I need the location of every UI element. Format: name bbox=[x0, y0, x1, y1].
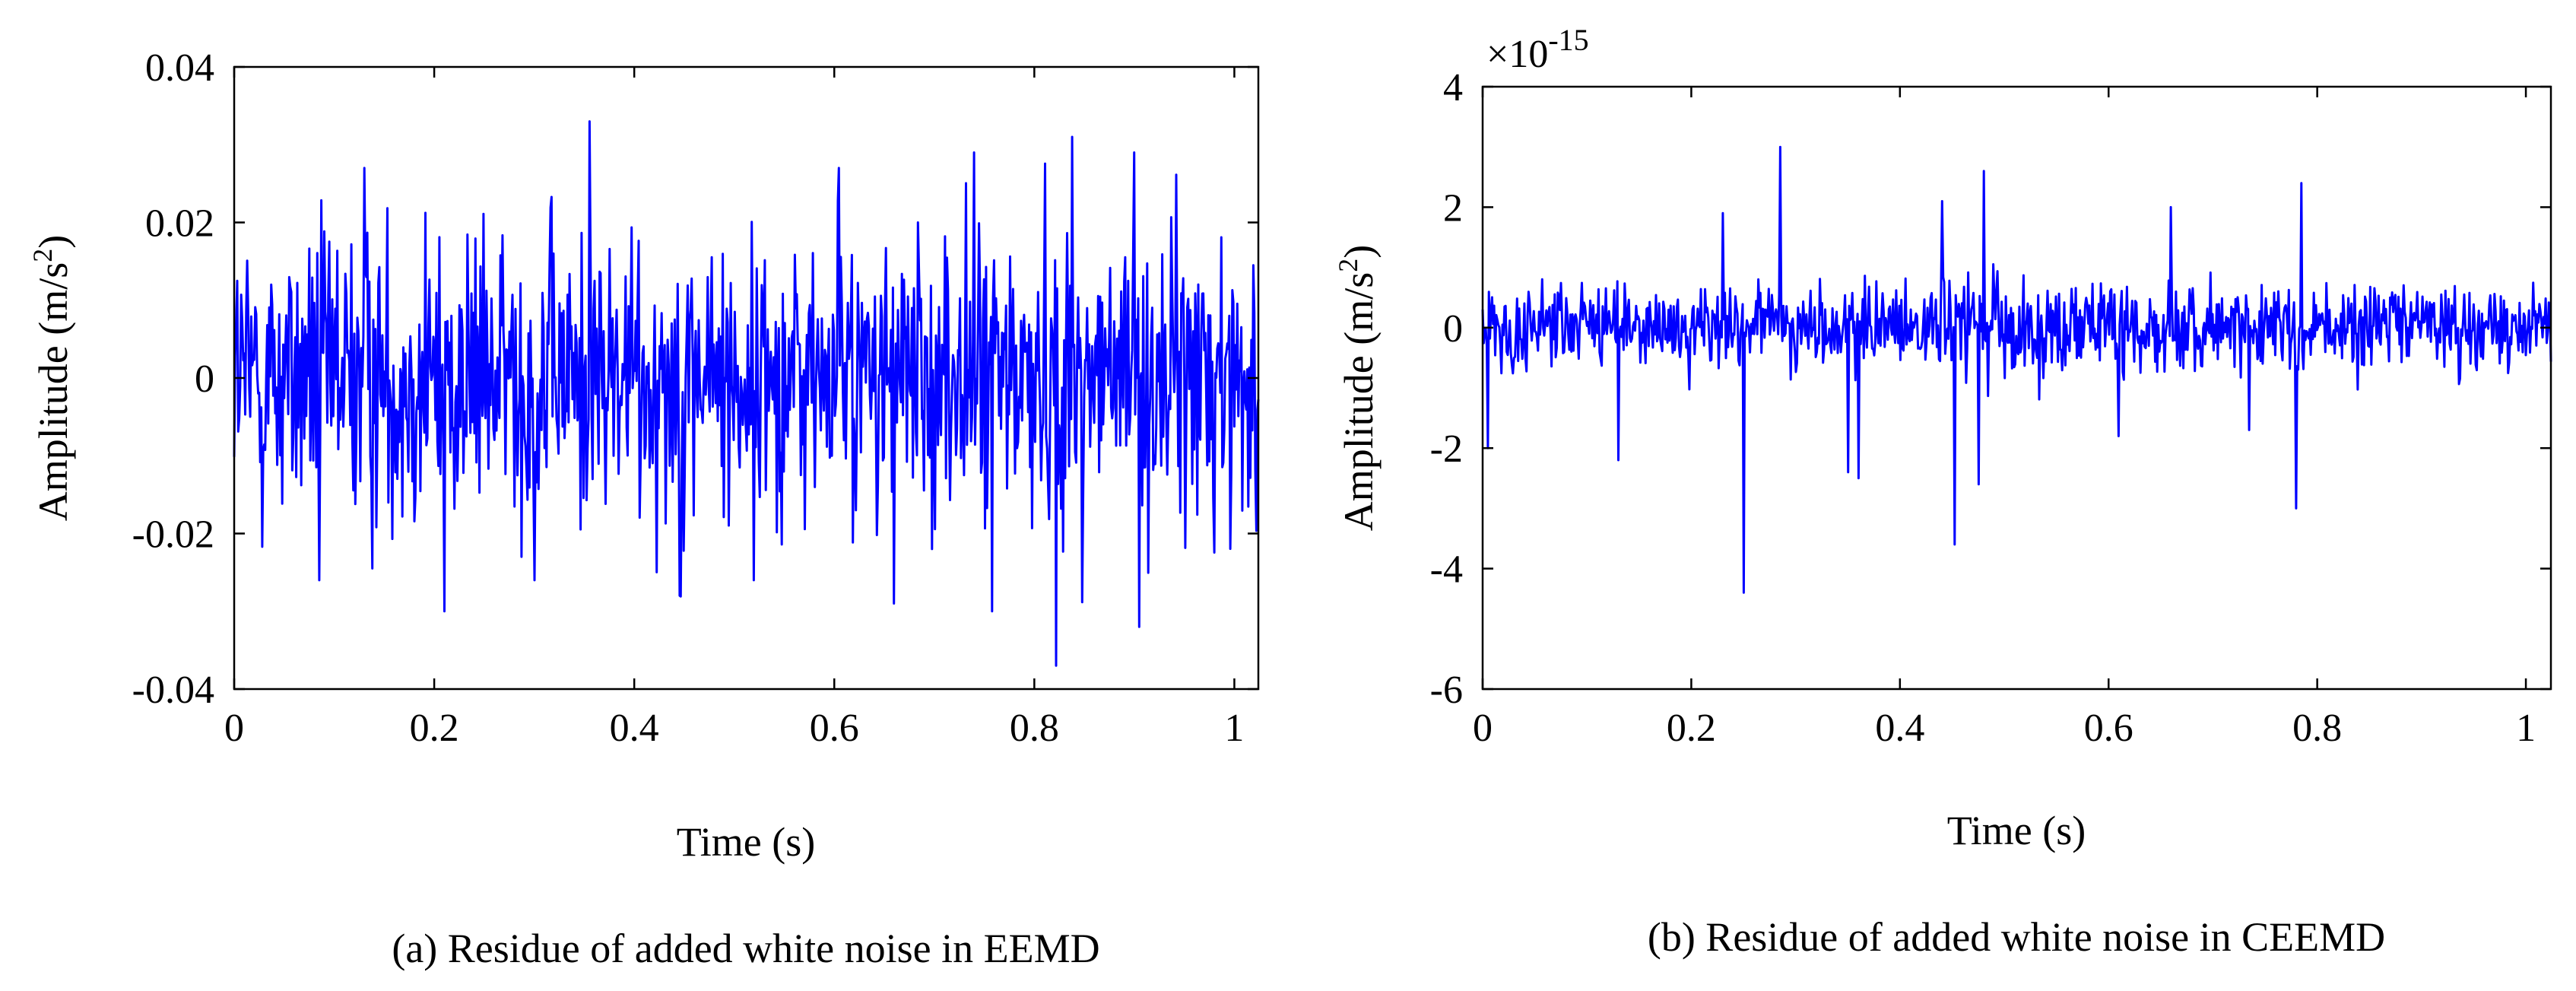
exponent-label-b: ×10-15 bbox=[1486, 23, 1589, 77]
x-tick-label-b: 0 bbox=[1473, 707, 1493, 750]
y-tick-label-b: -6 bbox=[1430, 669, 1463, 712]
x-tick-label-a: 0.4 bbox=[610, 707, 659, 750]
y-tick-label-b: 2 bbox=[1443, 186, 1463, 230]
y-tick-label-b: 0 bbox=[1443, 307, 1463, 351]
x-tick-label-b: 0.2 bbox=[1667, 707, 1716, 750]
x-tick-label-b: 0.4 bbox=[1875, 707, 1924, 750]
ticks-b: 0 0.2 0.4 0.6 0.8 1 -6 -4 -2 0 2 4 bbox=[1430, 66, 2551, 750]
y-axis-label-b: Amplitude (m/s2) bbox=[1333, 245, 1382, 531]
y-tick-label-a: -0.02 bbox=[132, 513, 214, 557]
x-tick-label-a: 0 bbox=[224, 707, 244, 750]
y-tick-label-b: 4 bbox=[1443, 66, 1463, 110]
y-tick-label-b: -4 bbox=[1430, 548, 1463, 592]
y-tick-label-a: 0.04 bbox=[145, 46, 214, 90]
axes-frame-b bbox=[1481, 85, 2552, 691]
x-tick-label-b: 1 bbox=[2516, 707, 2536, 750]
series-line-a bbox=[233, 120, 1260, 667]
y-tick-label-a: 0 bbox=[195, 357, 214, 401]
x-axis-label-b: Time (s) bbox=[1947, 808, 2086, 853]
series-line-b bbox=[1481, 145, 2552, 594]
y-axis-label-a: Amplitude (m/s2) bbox=[27, 235, 76, 521]
caption-b: (b) Residue of added white noise in CEEM… bbox=[1648, 914, 2385, 960]
x-tick-label-a: 0.2 bbox=[410, 707, 459, 750]
x-tick-label-b: 0.8 bbox=[2292, 707, 2342, 750]
y-tick-label-a: 0.02 bbox=[145, 202, 214, 246]
x-axis-label-a: Time (s) bbox=[677, 819, 816, 865]
x-tick-label-a: 0.6 bbox=[810, 707, 859, 750]
ticks-a: 0 0.2 0.4 0.6 0.8 1 -0.04 -0.02 0 0.02 0.04 bbox=[132, 46, 1258, 750]
panel-a: 0 0.2 0.4 0.6 0.8 1 -0.04 -0.02 0 0.02 0.04 Time (… bbox=[27, 46, 1260, 971]
x-tick-label-a: 0.8 bbox=[1010, 707, 1059, 750]
x-tick-label-a: 1 bbox=[1224, 707, 1244, 750]
y-tick-label-a: -0.04 bbox=[132, 669, 214, 712]
x-tick-label-b: 0.6 bbox=[2084, 707, 2133, 750]
caption-a: (a) Residue of added white noise in EEMD bbox=[392, 926, 1099, 971]
y-tick-label-b: -2 bbox=[1430, 427, 1463, 471]
